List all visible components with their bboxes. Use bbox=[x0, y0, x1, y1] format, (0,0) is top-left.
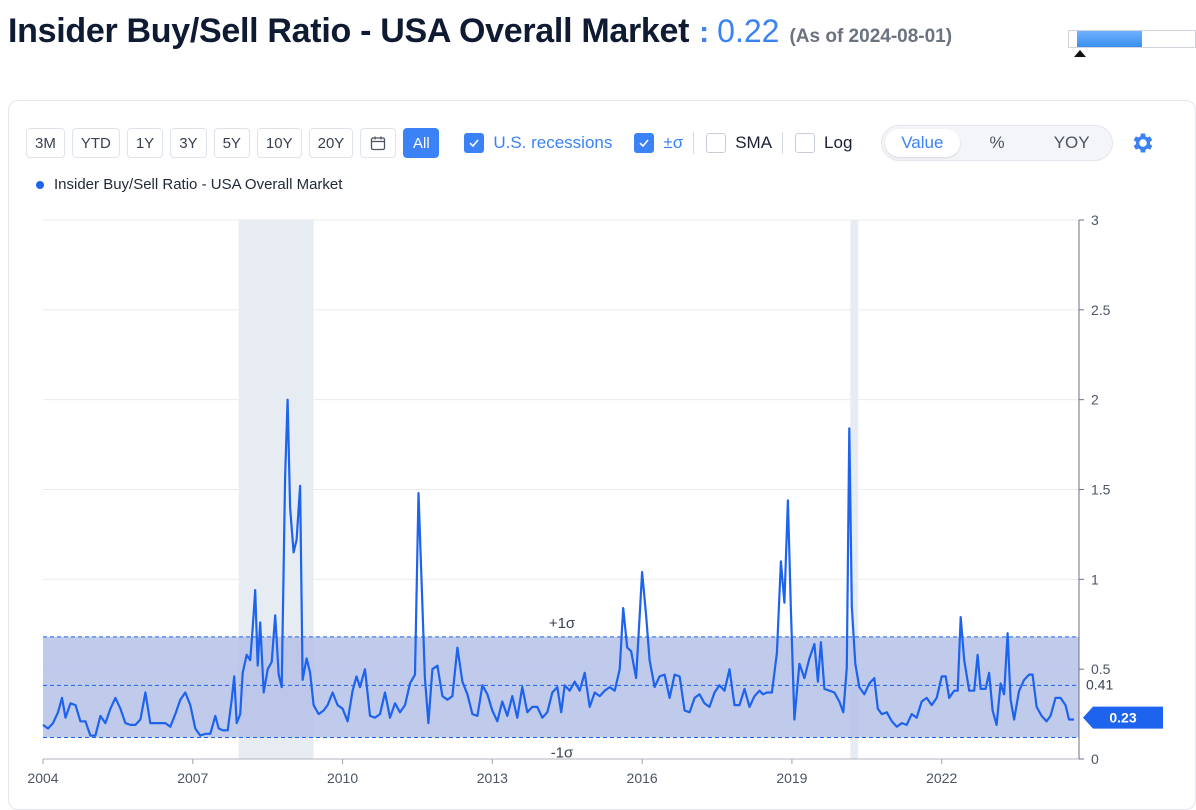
title-colon: : bbox=[699, 16, 710, 49]
mode-selector: Value % YOY bbox=[881, 125, 1113, 161]
toolbar-divider bbox=[782, 132, 784, 154]
x-tick-label: 2013 bbox=[477, 770, 508, 786]
mode-percent[interactable]: % bbox=[989, 133, 1005, 152]
page-header: Insider Buy/Sell Ratio - USA Overall Mar… bbox=[8, 12, 952, 60]
check-icon bbox=[469, 139, 479, 148]
y-tick-label: 0.5 bbox=[1091, 661, 1111, 677]
as-of-date: (As of 2024-08-01) bbox=[789, 26, 953, 47]
last-value-tag bbox=[1083, 706, 1163, 729]
calendar-icon bbox=[371, 136, 386, 151]
x-tick-label: 2016 bbox=[627, 770, 658, 786]
range-button-1y[interactable]: 1Y bbox=[126, 128, 164, 158]
sigma-toggle[interactable]: ±σ bbox=[634, 133, 683, 153]
sigma-checkbox[interactable] bbox=[634, 133, 655, 153]
recessions-label: U.S. recessions bbox=[493, 133, 613, 152]
toolbar-divider bbox=[693, 132, 695, 154]
gauge-marker-icon bbox=[1074, 50, 1086, 57]
mode-value[interactable]: Value bbox=[885, 129, 960, 157]
minus-sigma-label: -1σ bbox=[551, 744, 574, 761]
y-tick-label: 3 bbox=[1091, 212, 1099, 228]
range-button-all[interactable]: All bbox=[403, 128, 440, 158]
range-button-20y[interactable]: 20Y bbox=[308, 128, 354, 158]
x-tick-label: 2019 bbox=[776, 770, 807, 786]
settings-gear-icon[interactable] bbox=[1130, 130, 1156, 156]
x-tick-label: 2010 bbox=[327, 770, 358, 786]
log-label: Log bbox=[824, 133, 853, 152]
recessions-toggle[interactable]: U.S. recessions bbox=[464, 133, 612, 153]
mean-label: 0.41 bbox=[1086, 676, 1113, 692]
sma-toggle[interactable]: SMA bbox=[706, 133, 772, 153]
last-value-label: 0.23 bbox=[1109, 710, 1136, 726]
x-tick-label: 2007 bbox=[177, 770, 208, 786]
y-tick-label: 0 bbox=[1091, 751, 1099, 767]
sma-label: SMA bbox=[735, 133, 773, 152]
y-tick-label: 1 bbox=[1091, 571, 1099, 587]
value-gauge-fill bbox=[1077, 31, 1143, 47]
y-tick-label: 2 bbox=[1091, 392, 1099, 408]
value-gauge bbox=[1068, 30, 1196, 48]
recessions-checkbox[interactable] bbox=[464, 133, 485, 153]
chart-legend: Insider Buy/Sell Ratio - USA Overall Mar… bbox=[36, 176, 342, 193]
log-toggle[interactable]: Log bbox=[795, 133, 852, 153]
log-checkbox[interactable] bbox=[795, 133, 816, 153]
range-button-3m[interactable]: 3M bbox=[26, 128, 65, 158]
y-tick-label: 1.5 bbox=[1091, 482, 1111, 498]
current-value: 0.22 bbox=[717, 13, 780, 49]
range-button-ytd[interactable]: YTD bbox=[71, 128, 120, 158]
date-picker-button[interactable] bbox=[360, 128, 397, 158]
x-tick-label: 2004 bbox=[27, 770, 58, 786]
recession-band bbox=[850, 220, 859, 759]
sma-checkbox[interactable] bbox=[706, 133, 727, 153]
range-button-5y[interactable]: 5Y bbox=[213, 128, 250, 158]
mode-yoy[interactable]: YOY bbox=[1053, 133, 1090, 152]
check-icon bbox=[639, 139, 649, 148]
legend-label: Insider Buy/Sell Ratio - USA Overall Mar… bbox=[54, 176, 343, 193]
sigma-label: ±σ bbox=[663, 133, 684, 152]
series-line bbox=[42, 398, 1074, 737]
legend-marker bbox=[36, 180, 44, 189]
range-button-10y[interactable]: 10Y bbox=[256, 128, 302, 158]
y-tick-label: 2.5 bbox=[1091, 302, 1111, 318]
sigma-band bbox=[43, 636, 1079, 738]
range-button-3y[interactable]: 3Y bbox=[170, 128, 207, 158]
chart-toolbar: 3M YTD 1Y 3Y 5Y 10Y 20Y All U.S. recessi… bbox=[26, 127, 852, 159]
plus-sigma-label: +1σ bbox=[549, 615, 576, 632]
page-title: Insider Buy/Sell Ratio - USA Overall Mar… bbox=[8, 12, 690, 50]
x-tick-label: 2022 bbox=[926, 770, 957, 786]
